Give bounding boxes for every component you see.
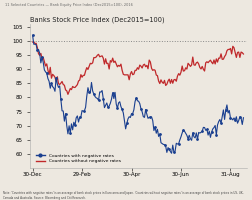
Text: Note: 'Countries with negative rates' is an average of bank stock prices in Euro: Note: 'Countries with negative rates' is… — [3, 191, 243, 200]
Text: Banks Stock Price Index (Dec2015=100): Banks Stock Price Index (Dec2015=100) — [30, 16, 165, 23]
Legend: Countries with negative rates, Countries without negative rates: Countries with negative rates, Countries… — [35, 153, 122, 164]
Text: 11 Selected Countries — Bank Equity Price Index (Dec2015=100), 2016: 11 Selected Countries — Bank Equity Pric… — [5, 3, 133, 7]
